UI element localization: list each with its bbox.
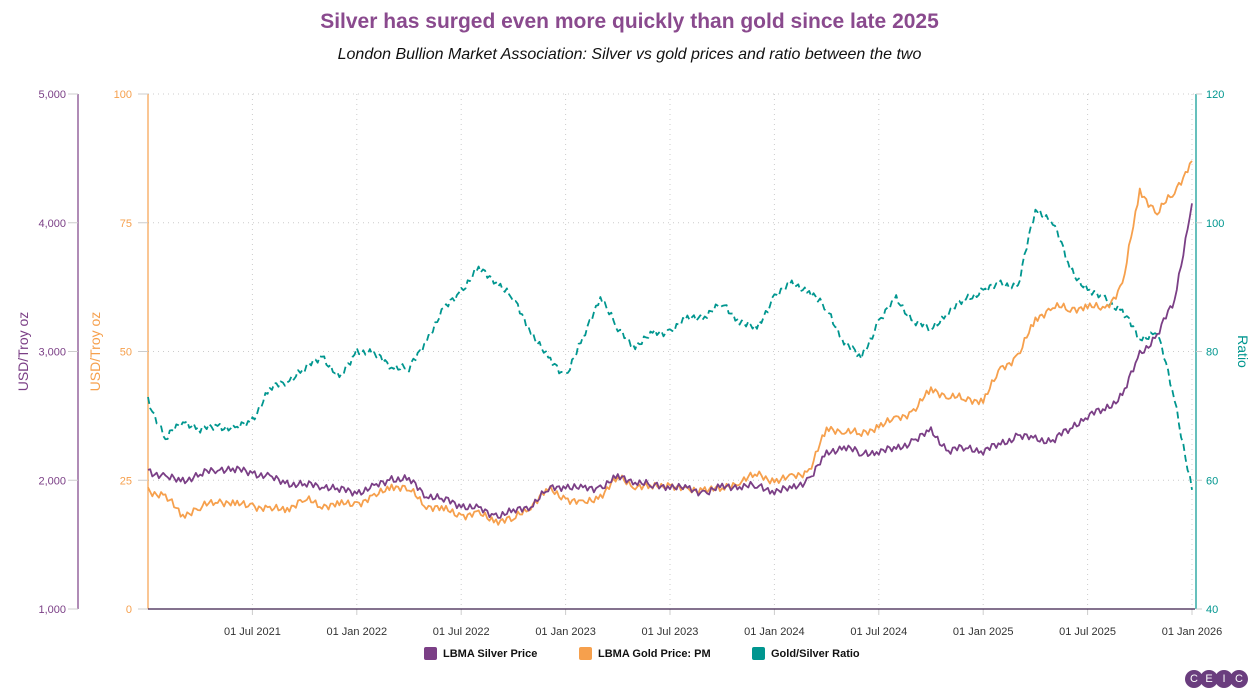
series-line-0 bbox=[147, 203, 1193, 519]
x-tick-label: 01 Jan 2026 bbox=[1162, 626, 1223, 638]
y-tick-label-left: 3,000 bbox=[38, 347, 66, 359]
legend-swatch-gold bbox=[579, 647, 592, 660]
y-tick-label-left: 5,000 bbox=[38, 89, 66, 101]
x-tick-label: 01 Jan 2024 bbox=[744, 626, 805, 638]
y-tick-label-left2: 50 bbox=[120, 347, 132, 359]
axis-label-left2: USD/Troy oz bbox=[87, 312, 103, 392]
chart-title: Silver has surged even more quickly than… bbox=[320, 10, 939, 33]
y-tick-label-left2: 100 bbox=[114, 89, 132, 101]
y-tick-label-right: 120 bbox=[1206, 89, 1224, 101]
legend-item-ratio[interactable]: Gold/Silver Ratio bbox=[752, 647, 860, 660]
y-tick-label-right: 100 bbox=[1206, 218, 1224, 230]
y-tick-label-left: 4,000 bbox=[38, 218, 66, 230]
x-tick-label: 01 Jul 2021 bbox=[224, 626, 281, 638]
legend-item-silver[interactable]: LBMA Silver Price bbox=[424, 647, 537, 660]
legend-label-silver: LBMA Silver Price bbox=[443, 647, 538, 660]
legend-label-gold: LBMA Gold Price: PM bbox=[598, 647, 711, 660]
legend-swatch-ratio bbox=[752, 647, 765, 660]
y-tick-label-right: 40 bbox=[1206, 604, 1218, 616]
series-line-1 bbox=[147, 160, 1193, 526]
y-tick-label-left2: 0 bbox=[126, 604, 132, 616]
x-tick-label: 01 Jul 2025 bbox=[1059, 626, 1116, 638]
y-tick-label-left2: 25 bbox=[120, 475, 132, 487]
x-tick-label: 01 Jan 2025 bbox=[953, 626, 1014, 638]
x-tick-label: 01 Jul 2024 bbox=[850, 626, 907, 638]
legend: LBMA Silver Price LBMA Gold Price: PM Go… bbox=[0, 647, 1259, 665]
x-tick-label: 01 Jan 2023 bbox=[535, 626, 596, 638]
x-tick-label: 01 Jul 2022 bbox=[433, 626, 490, 638]
legend-swatch-silver bbox=[424, 647, 437, 660]
chart-subtitle: London Bullion Market Association: Silve… bbox=[337, 46, 922, 63]
legend-item-gold[interactable]: LBMA Gold Price: PM bbox=[579, 647, 711, 660]
x-tick-label: 01 Jan 2022 bbox=[327, 626, 388, 638]
y-tick-label-left: 1,000 bbox=[38, 604, 66, 616]
axis-label-right: Ratio bbox=[1235, 335, 1251, 368]
y-tick-label-right: 60 bbox=[1206, 475, 1218, 487]
series-line-2 bbox=[147, 208, 1193, 491]
y-tick-label-right: 80 bbox=[1206, 347, 1218, 359]
y-tick-label-left: 2,000 bbox=[38, 475, 66, 487]
legend-label-ratio: Gold/Silver Ratio bbox=[771, 647, 860, 660]
x-tick-label: 01 Jul 2023 bbox=[642, 626, 699, 638]
axis-label-left: USD/Troy oz bbox=[15, 312, 31, 392]
y-tick-label-left2: 75 bbox=[120, 218, 132, 230]
